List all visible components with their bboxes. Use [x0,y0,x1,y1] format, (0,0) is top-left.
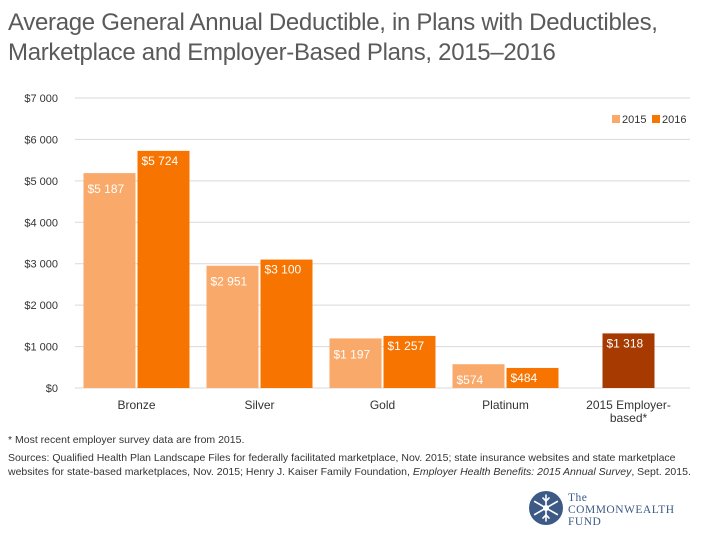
x-category-label: Bronze [117,398,155,412]
data-label-2016: $1 257 [388,339,425,353]
chart-title-line-1: Average General Annual Deductible, in Pl… [8,9,658,36]
bar-2016 [506,367,559,388]
deductible-bar-chart: $0 $1 000 $2 000 $3 000 $4 000 $5 000 $6 000 $7… [24,93,690,425]
data-label-2016: $5 724 [142,154,179,168]
legend-label-2015: 2015 [622,114,646,126]
data-label-2015: $574 [457,373,484,387]
bar-2016 [260,259,313,388]
y-tick-label: $4 000 [24,217,58,229]
commonwealth-fund-logo: The COMMONWEALTH FUND [528,486,708,534]
y-tick-label: $5 000 [24,176,58,188]
logo-line-2: COMMONWEALTH [568,504,675,516]
x-category-label: 2015 Employer- [586,398,671,412]
data-label-2015: $5 187 [88,182,125,196]
y-tick-label: $0 [46,383,58,395]
sources-text-1: Sources: Qualified Health Plan Landscape… [8,452,676,478]
y-tick-label: $2 000 [24,300,58,312]
x-category-label: Silver [244,398,274,412]
data-label-2016: $3 100 [265,263,302,277]
chart-title-line-2: Marketplace and Employer-Based Plans, 20… [8,39,556,66]
y-tick-label: $7 000 [24,93,58,105]
bar-2015 [83,173,136,388]
logo-line-3: FUND [568,516,602,528]
footnote: * Most recent employer survey data are f… [8,434,245,446]
sources-italic-title: Employer Health Benefits: 2015 Annual Su… [412,466,632,478]
chart-title: Average General Annual Deductible, in Pl… [8,8,713,68]
data-label-2015: $2 951 [211,275,248,289]
bar-2015 [206,265,259,388]
bar-2015 [329,338,382,388]
sources-text-2: , Sept. 2015. [631,466,691,478]
legend-swatch-2015 [612,115,620,123]
x-category-label: Platinum [482,398,529,412]
legend-label-2016: 2016 [662,114,686,126]
y-tick-label: $6 000 [24,134,58,146]
bar-employer [602,333,655,388]
snowflake-seal-icon [529,491,563,525]
y-tick-label: $1 000 [24,342,58,354]
data-label-2015: $1 197 [334,347,371,361]
data-label-employer: $1 318 [607,336,644,350]
y-tick-label: $3 000 [24,259,58,271]
x-category-label: based* [610,411,648,425]
x-category-label: Gold [370,398,395,412]
logo-wordmark: The COMMONWEALTH FUND [568,492,675,528]
bar-2016 [137,150,190,388]
sources-note: Sources: Qualified Health Plan Landscape… [8,451,716,479]
bar-2016 [383,335,436,388]
bar-2015 [452,364,505,388]
legend-swatch-2016 [652,115,660,123]
logo-line-1: The [568,492,588,504]
data-label-2016: $484 [511,371,538,385]
